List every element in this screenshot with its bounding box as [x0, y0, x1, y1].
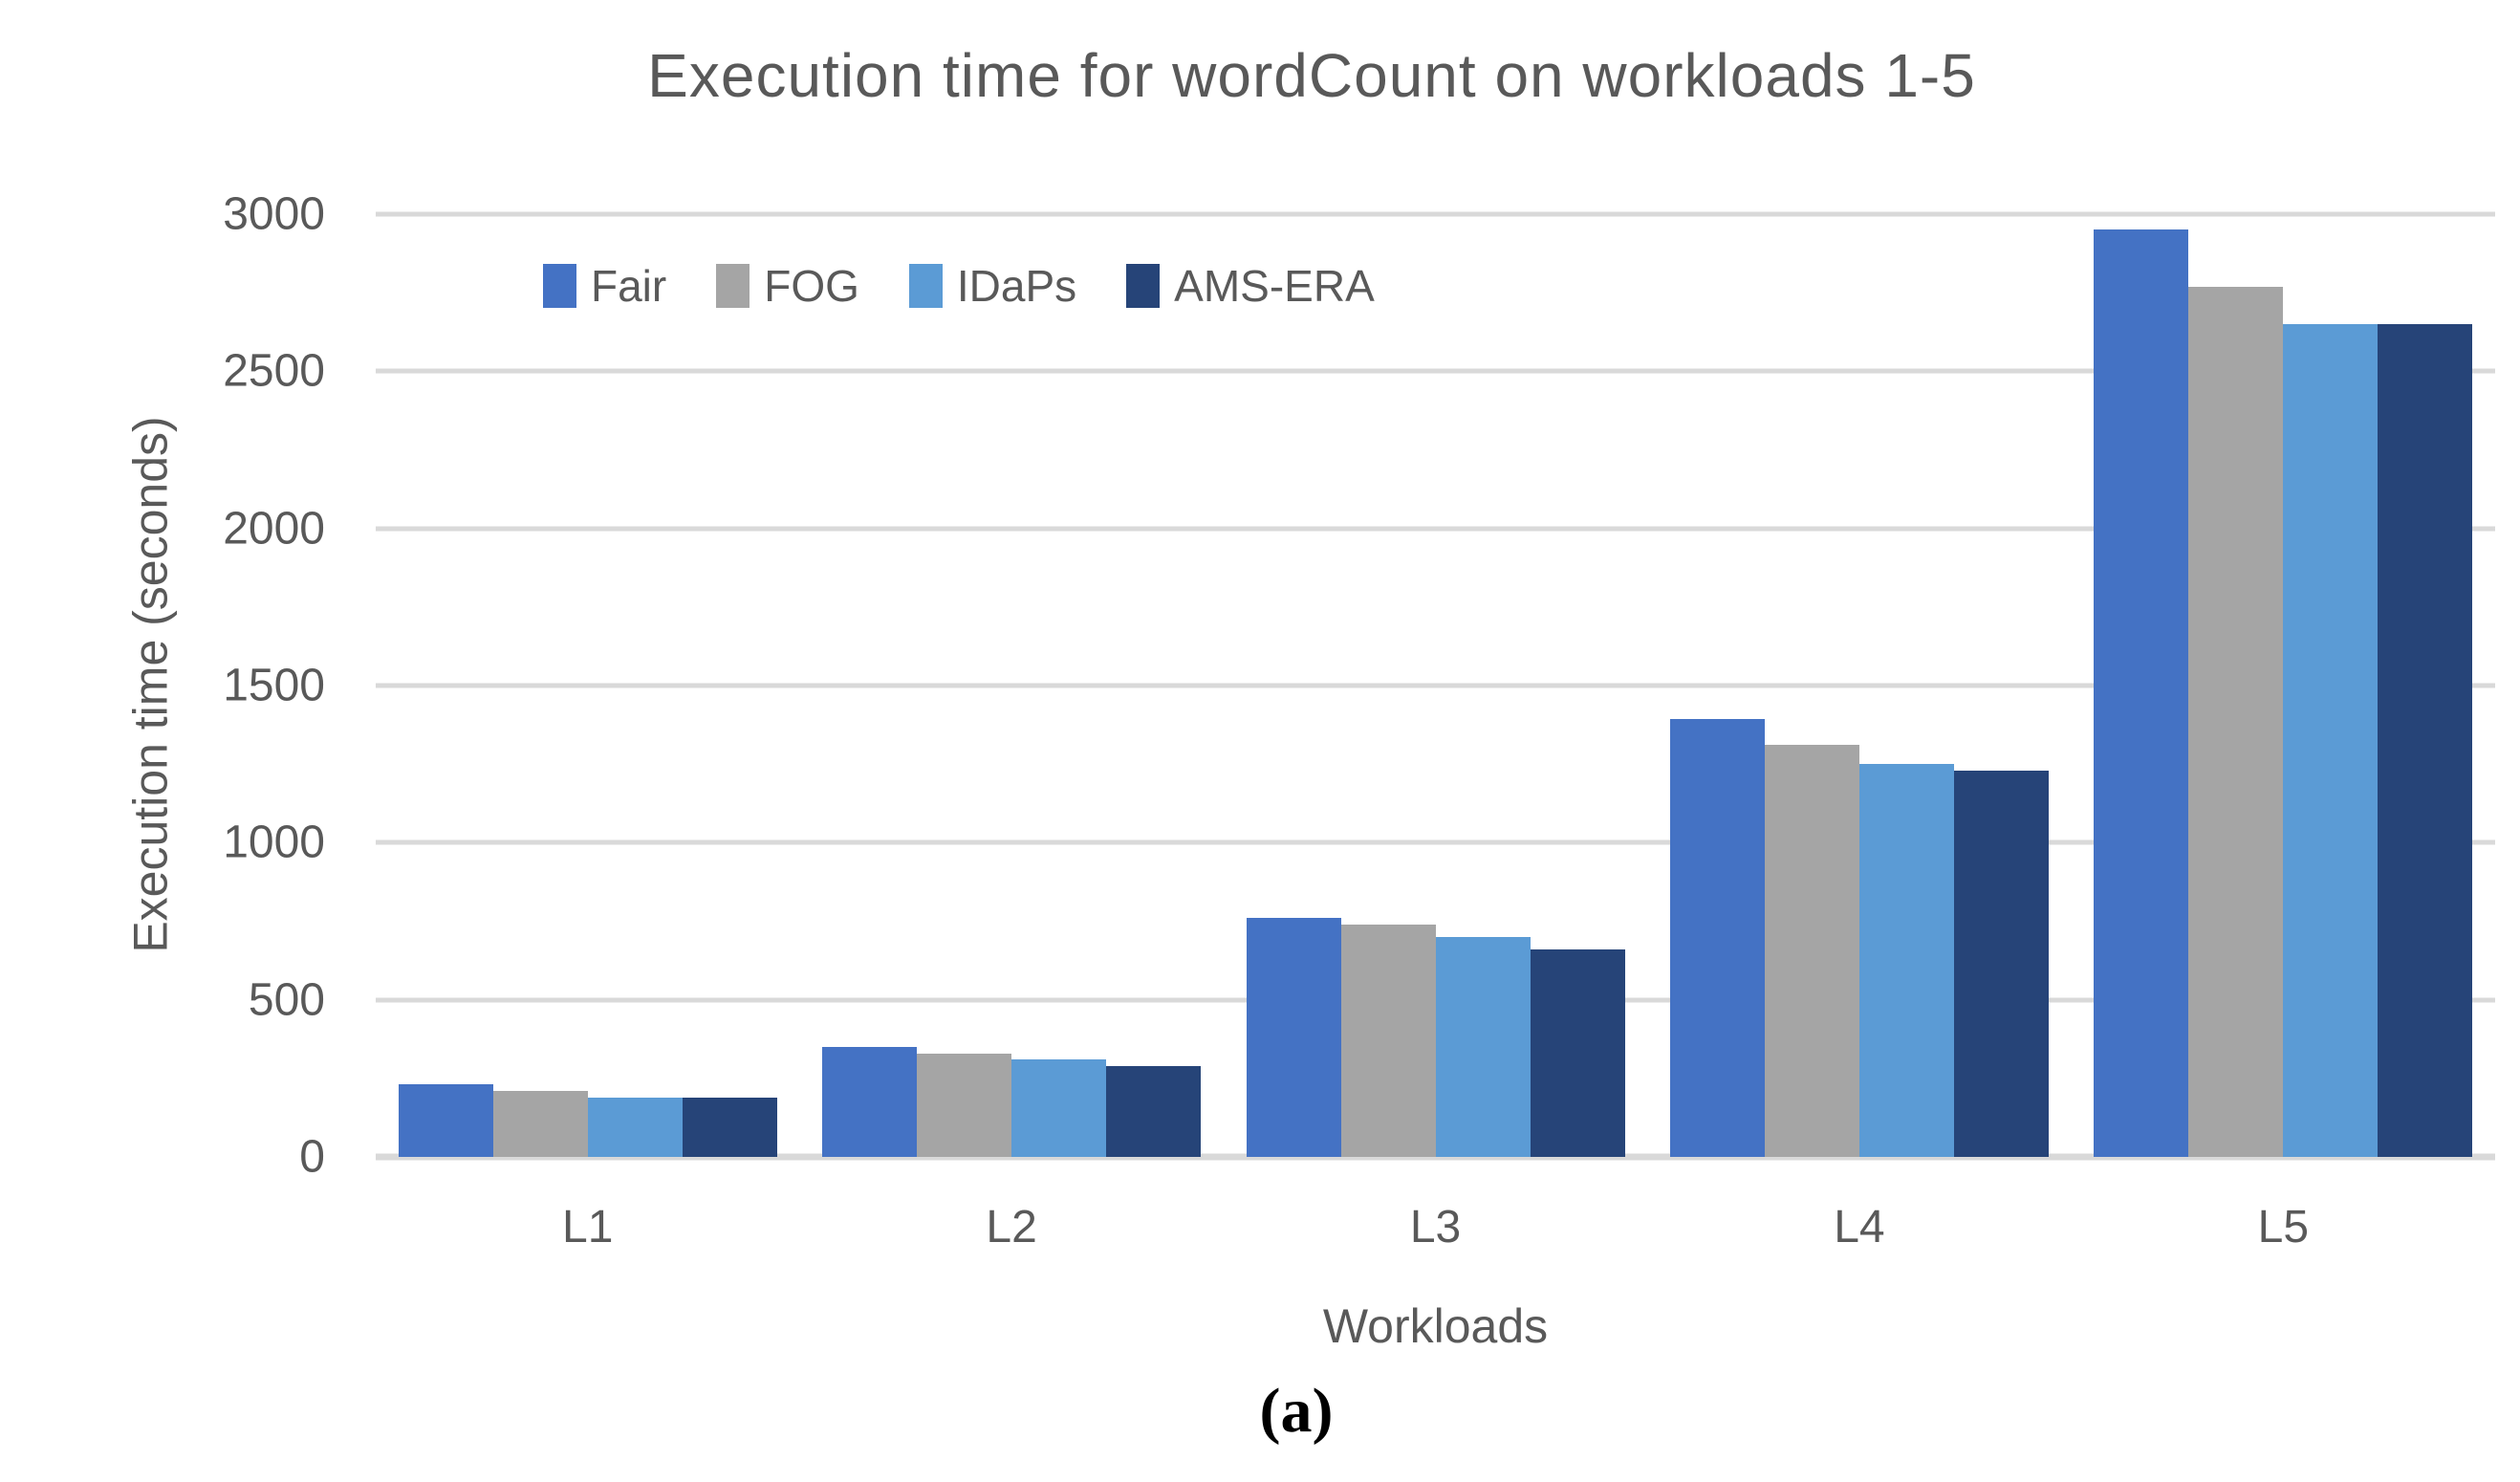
legend-swatch-icon — [908, 264, 943, 308]
bar-L5-IDaPs — [2283, 324, 2379, 1157]
gridline-0 — [376, 1153, 2495, 1161]
legend-item-FOG: FOG — [716, 260, 859, 312]
bar-L3-IDaPs — [1435, 936, 1531, 1157]
legend-item-Fair: Fair — [543, 260, 666, 312]
x-axis-label-L5: L5 — [2257, 1202, 2310, 1253]
bar-L2-AMS-ERA — [1106, 1065, 1202, 1157]
legend-swatch-icon — [543, 264, 576, 308]
legend: Fair FOG IDaPs AMS-ERA — [543, 260, 1375, 312]
legend-item-IDaPs: IDaPs — [908, 260, 1077, 312]
y-tick-label-1000: 1000 — [223, 817, 325, 868]
legend-label: Fair — [591, 261, 667, 311]
y-tick-label-500: 500 — [248, 974, 325, 1026]
legend-label: IDaPs — [956, 261, 1077, 311]
y-tick-label-3000: 3000 — [223, 188, 325, 240]
bar-group-L1 — [376, 214, 799, 1157]
y-axis-ticks: 0 500 1000 1500 2000 2500 3000 — [96, 189, 325, 1183]
plot-area: Fair FOG IDaPs AMS-ERA — [376, 211, 2495, 1161]
gridline-3000 — [376, 211, 2495, 217]
bar-L1-IDaPs — [587, 1097, 683, 1157]
bar-L5-Fair — [2094, 229, 2189, 1157]
bar-L3-FOG — [1340, 924, 1436, 1157]
bar-L3-AMS-ERA — [1530, 949, 1625, 1157]
legend-swatch-icon — [1126, 264, 1161, 308]
gridline-1500 — [376, 683, 2495, 688]
gridline-1000 — [376, 839, 2495, 845]
x-axis-label-L2: L2 — [986, 1202, 1037, 1253]
bar-L4-Fair — [1669, 718, 1765, 1157]
bar-L2-FOG — [917, 1053, 1012, 1157]
legend-label: AMS-ERA — [1174, 261, 1375, 311]
bar-group-L4 — [1647, 214, 2071, 1157]
gridline-2500 — [376, 368, 2495, 374]
x-axis-label-L1: L1 — [562, 1202, 614, 1253]
y-tick-label-2000: 2000 — [223, 503, 325, 555]
bar-group-L3 — [1224, 214, 1647, 1157]
gridline-2000 — [376, 526, 2495, 532]
figure-caption: (a) — [1259, 1376, 1334, 1446]
x-axis-title: Workloads — [1322, 1299, 1549, 1353]
legend-swatch-icon — [716, 264, 750, 308]
bar-L1-Fair — [398, 1084, 493, 1157]
y-tick-label-0: 0 — [299, 1131, 325, 1183]
x-axis-labels: L1 L2 L3 L4 L5 — [376, 1201, 2495, 1253]
bar-L2-Fair — [822, 1046, 918, 1157]
bar-group-L5 — [2072, 214, 2495, 1157]
bar-L4-IDaPs — [1858, 764, 1954, 1157]
bar-series-container — [376, 214, 2495, 1157]
bar-L4-AMS-ERA — [1953, 770, 2049, 1157]
y-tick-label-2500: 2500 — [223, 345, 325, 397]
y-tick-label-1500: 1500 — [223, 660, 325, 711]
bar-L1-FOG — [492, 1090, 588, 1157]
chart-title: Execution time for wordCount on workload… — [647, 41, 1976, 110]
x-axis-label-L3: L3 — [1409, 1202, 1462, 1253]
legend-label: FOG — [764, 261, 859, 311]
bar-L1-AMS-ERA — [682, 1097, 777, 1157]
bar-L5-FOG — [2188, 286, 2284, 1157]
legend-item-AMS-ERA: AMS-ERA — [1126, 260, 1375, 312]
bar-group-L2 — [799, 214, 1223, 1157]
bar-L4-FOG — [1764, 745, 1859, 1157]
bar-L3-Fair — [1246, 918, 1341, 1157]
x-axis-label-L4: L4 — [1834, 1202, 1885, 1253]
bar-L2-IDaPs — [1011, 1059, 1107, 1157]
bar-L5-AMS-ERA — [2378, 324, 2473, 1157]
